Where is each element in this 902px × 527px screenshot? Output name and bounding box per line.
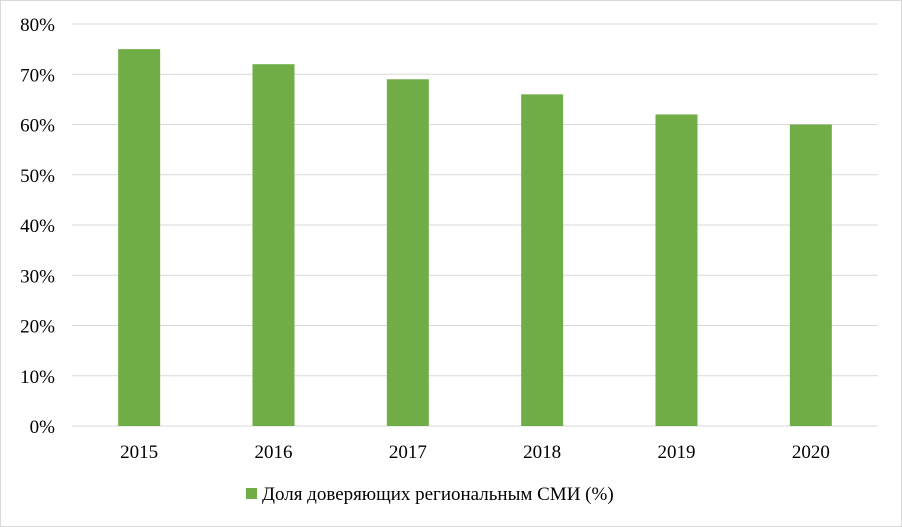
bars (118, 49, 832, 427)
x-tick-label: 2016 (255, 442, 293, 463)
y-tick-label: 30% (20, 266, 55, 287)
legend-label: Доля доверяющих региональным СМИ (%) (262, 484, 614, 505)
bar-2017 (386, 79, 429, 427)
y-tick-label: 80% (20, 15, 55, 36)
x-tick-label: 2018 (523, 442, 561, 463)
legend: Доля доверяющих региональным СМИ (%) (246, 484, 614, 505)
bar-2020 (789, 124, 832, 426)
gridlines (72, 23, 878, 427)
x-axis-ticks: 2015 2016 2017 2018 2019 2020 (120, 442, 830, 463)
x-tick-label: 2017 (389, 442, 427, 463)
bar-2018 (521, 94, 564, 426)
y-tick-label: 40% (20, 216, 55, 237)
y-tick-label: 20% (20, 317, 55, 338)
bar-2019 (655, 114, 698, 426)
bar-2015 (118, 49, 161, 426)
x-tick-label: 2019 (658, 442, 696, 463)
y-tick-label: 0% (30, 417, 56, 438)
x-tick-label: 2015 (120, 442, 158, 463)
y-tick-label: 70% (20, 65, 55, 86)
y-tick-label: 60% (20, 116, 55, 137)
y-tick-label: 10% (20, 367, 55, 388)
y-tick-label: 50% (20, 166, 55, 187)
bar-2016 (252, 64, 295, 426)
y-axis-ticks: 0% 10% 20% 30% 40% 50% 60% 70% 80% (20, 15, 55, 438)
x-tick-label: 2020 (792, 442, 830, 463)
legend-swatch (246, 488, 257, 499)
